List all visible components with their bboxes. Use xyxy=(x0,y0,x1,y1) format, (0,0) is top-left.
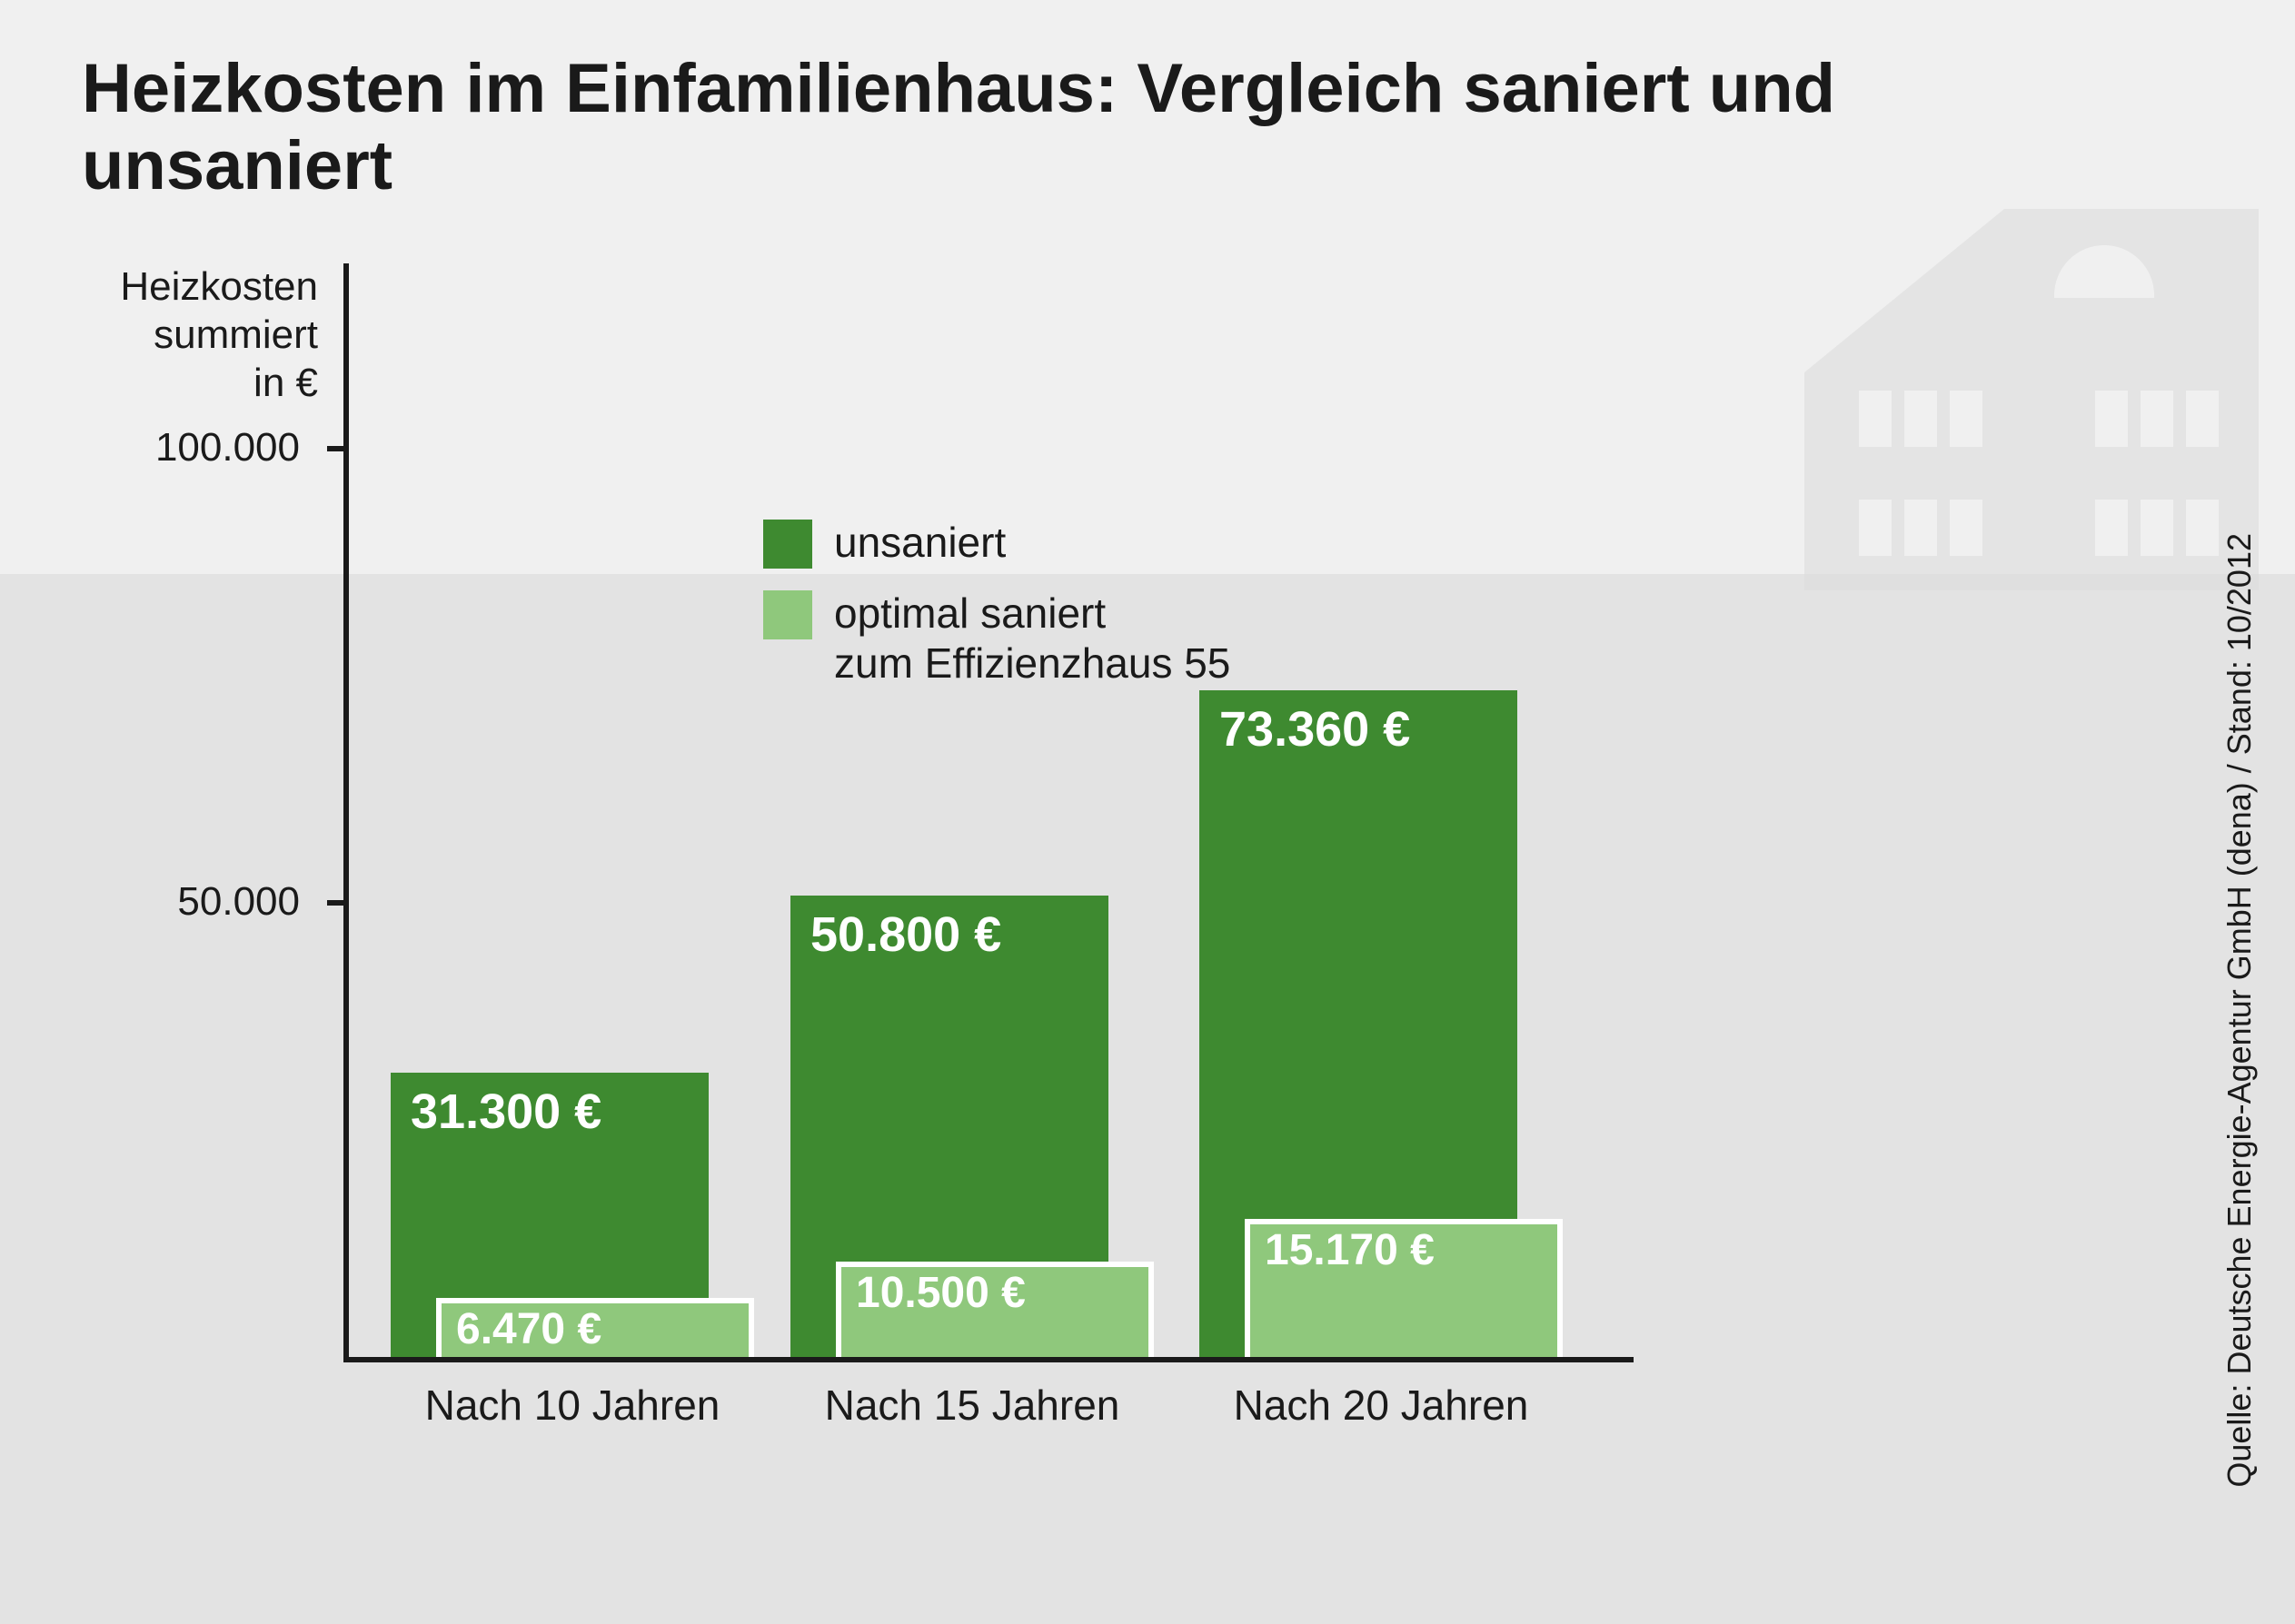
y-axis-label: Heizkosten summiert in € xyxy=(91,263,318,407)
x-axis-line xyxy=(343,1357,1634,1362)
x-tick-label: Nach 15 Jahren xyxy=(781,1381,1163,1430)
bar-value-label: 10.500 € xyxy=(856,1268,1026,1318)
legend-label: optimal saniertzum Effizienzhaus 55 xyxy=(834,589,1230,688)
legend-item: unsaniert xyxy=(763,518,1230,569)
y-axis-label-line: summiert xyxy=(154,312,318,357)
y-axis-label-line: Heizkosten xyxy=(120,264,318,309)
y-tick-mark xyxy=(327,446,345,451)
legend-swatch xyxy=(763,590,812,639)
bar-value-label: 6.470 € xyxy=(456,1304,601,1354)
source-attribution: Quelle: Deutsche Energie-Agentur GmbH (d… xyxy=(2220,533,2259,1488)
y-tick-label: 100.000 xyxy=(91,425,300,470)
bar-value-label: 50.800 € xyxy=(810,906,1001,963)
y-axis-line xyxy=(343,263,349,1362)
legend: unsaniert optimal saniertzum Effizienzha… xyxy=(763,518,1230,708)
bar-chart: Heizkosten summiert in € 100.000 50.000 u… xyxy=(91,263,1635,1499)
legend-swatch xyxy=(763,520,812,569)
chart-title: Heizkosten im Einfamilienhaus: Vergleich… xyxy=(82,50,1899,204)
x-tick-label: Nach 10 Jahren xyxy=(382,1381,763,1430)
bar-value-label: 73.360 € xyxy=(1219,701,1410,758)
bar-value-label: 15.170 € xyxy=(1265,1225,1435,1275)
house-silhouette-icon xyxy=(1804,209,2259,590)
bar-value-label: 31.300 € xyxy=(411,1084,601,1140)
legend-item: optimal saniertzum Effizienzhaus 55 xyxy=(763,589,1230,688)
x-tick-label: Nach 20 Jahren xyxy=(1190,1381,1572,1430)
legend-label: unsaniert xyxy=(834,518,1006,568)
y-axis-label-line: in € xyxy=(253,361,318,405)
y-tick-label: 50.000 xyxy=(91,879,300,925)
y-tick-mark xyxy=(327,900,345,906)
